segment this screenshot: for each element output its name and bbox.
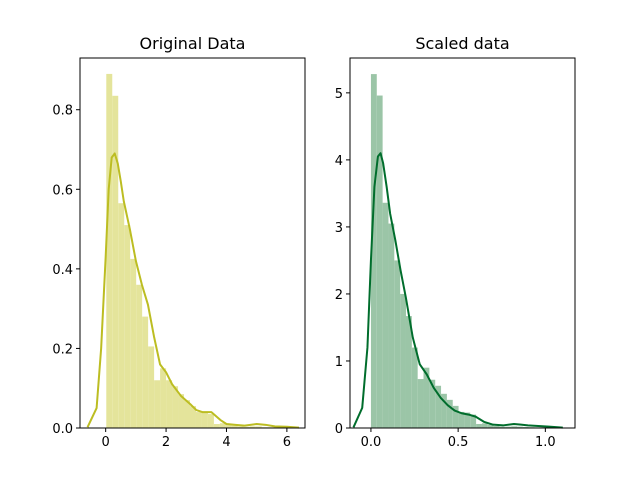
- histogram-bar: [417, 379, 424, 428]
- histogram-bar: [411, 347, 418, 428]
- histogram-bar: [112, 95, 119, 428]
- histogram-bar: [493, 425, 500, 428]
- chart-original-data: Original Data 0 2 4 6 0.0 0.2 0.4 0.6 0.8: [52, 34, 306, 450]
- histogram-bar: [470, 414, 477, 428]
- histogram-bar: [446, 399, 453, 428]
- histogram-bar: [237, 426, 244, 428]
- histogram-bar: [201, 412, 208, 428]
- histogram-bar: [487, 424, 494, 428]
- histogram-bar: [522, 426, 529, 428]
- histogram-bar: [511, 426, 518, 428]
- histogram-bar: [184, 400, 190, 428]
- histogram-bar: [154, 380, 161, 428]
- x-tick-label: 0.0: [361, 435, 382, 450]
- y-tick-label: 1: [335, 355, 343, 370]
- histogram-bar: [136, 284, 143, 428]
- histogram-bar: [172, 386, 179, 428]
- x-tick-label: 2: [162, 435, 170, 450]
- histogram-bar: [106, 73, 113, 429]
- y-tick-label: 5: [335, 87, 343, 102]
- histogram-bar: [394, 260, 401, 428]
- y-tick-label: 0.6: [52, 183, 73, 198]
- histogram-bar: [400, 293, 406, 428]
- histogram-bar: [481, 423, 488, 428]
- kde-curve: [352, 152, 563, 429]
- histogram-bar: [219, 423, 226, 428]
- histogram-bar: [148, 346, 155, 428]
- histogram-bar: [225, 424, 232, 428]
- histogram-bar: [213, 424, 220, 428]
- x-tick-label: 0: [102, 435, 110, 450]
- y-tick-label: 4: [335, 154, 343, 169]
- histogram-bar: [452, 405, 459, 428]
- y-tick-label: 0.4: [52, 263, 73, 278]
- histogram-bar: [370, 74, 377, 428]
- histogram-bar: [505, 426, 512, 428]
- histogram-bar: [435, 385, 442, 428]
- histogram-bar: [160, 368, 167, 428]
- kde-curve: [86, 152, 300, 429]
- chart-scaled-data: Scaled data 0.0 0.5 1.0 0 1 2 3 4 5: [335, 34, 576, 450]
- histogram-bar: [178, 394, 185, 428]
- histogram-bar: [142, 316, 149, 428]
- histogram-bar: [255, 426, 262, 428]
- histogram-bars: [370, 74, 558, 429]
- axes-frame: [349, 57, 576, 429]
- y-tick-label: 2: [335, 288, 343, 303]
- histogram-bars: [106, 73, 298, 429]
- axes: 0 2 4 6 0.0 0.2 0.4 0.6 0.8: [52, 57, 306, 450]
- chart-title: Scaled data: [415, 34, 509, 53]
- histogram-bar: [458, 411, 465, 428]
- y-tick-label: 0.0: [52, 422, 73, 437]
- histogram-bar: [130, 258, 137, 428]
- histogram-bar: [517, 426, 523, 428]
- axes: 0.0 0.5 1.0 0 1 2 3 4 5: [335, 57, 576, 450]
- x-tick-label: 1.0: [535, 435, 556, 450]
- axes-frame: [79, 57, 306, 429]
- histogram-bar: [405, 316, 412, 428]
- chart-title: Original Data: [140, 34, 246, 53]
- histogram-bar: [118, 203, 125, 428]
- y-tick-label: 0.2: [52, 342, 73, 357]
- histogram-bar: [189, 406, 196, 428]
- kde-curve-group: [352, 152, 563, 429]
- y-tick-label: 3: [335, 221, 343, 236]
- histogram-bar: [249, 426, 256, 428]
- histogram-bar: [499, 426, 506, 428]
- histogram-bar: [464, 412, 471, 428]
- histogram-bar: [166, 380, 173, 428]
- histogram-bar: [195, 412, 202, 428]
- histogram-bar: [441, 393, 447, 428]
- x-tick-label: 4: [222, 435, 230, 450]
- y-tick-label: 0: [335, 422, 343, 437]
- histogram-bar: [429, 379, 436, 428]
- x-tick-label: 6: [283, 435, 291, 450]
- histogram-bar: [231, 425, 238, 428]
- kde-curve-group: [86, 152, 300, 429]
- histogram-bar: [376, 95, 383, 429]
- histogram-bar: [382, 202, 389, 428]
- y-tick-label: 0.8: [52, 104, 73, 119]
- histogram-bar: [476, 423, 482, 428]
- histogram-bar: [243, 426, 250, 428]
- histogram-bar: [388, 223, 395, 428]
- x-tick-label: 0.5: [448, 435, 469, 450]
- histogram-bar: [423, 367, 430, 428]
- histogram-bar: [207, 414, 214, 428]
- histogram-bar: [124, 225, 131, 428]
